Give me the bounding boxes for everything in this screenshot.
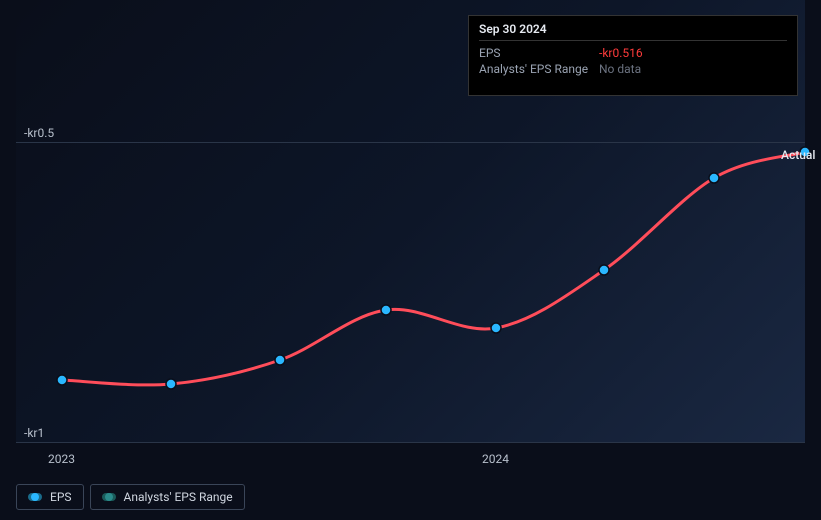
data-point[interactable] <box>57 375 67 385</box>
y-axis-label: -kr0.5 <box>24 126 54 140</box>
tooltip-row: Analysts' EPS RangeNo data <box>479 61 787 77</box>
legend-marker-icon <box>102 493 116 501</box>
legend-item[interactable]: Analysts' EPS Range <box>90 484 245 510</box>
tooltip-key: EPS <box>479 46 599 60</box>
tooltip-row: EPS-kr0.516 <box>479 45 787 61</box>
tooltip-date: Sep 30 2024 <box>479 22 787 41</box>
actual-label: Actual <box>781 148 815 162</box>
x-axis-label: 2023 <box>48 452 75 466</box>
legend-label: Analysts' EPS Range <box>124 490 233 504</box>
data-point[interactable] <box>709 173 719 183</box>
legend-item[interactable]: EPS <box>16 484 84 510</box>
eps-chart: Actual -kr0.5-kr1 Sep 30 2024 EPS-kr0.51… <box>0 0 821 520</box>
eps-line <box>62 152 805 385</box>
tooltip: Sep 30 2024 EPS-kr0.516Analysts' EPS Ran… <box>468 15 798 96</box>
legend: EPS Analysts' EPS Range <box>16 484 245 510</box>
legend-marker-icon <box>28 493 42 501</box>
tooltip-value: No data <box>599 62 641 76</box>
data-point[interactable] <box>275 355 285 365</box>
gridline <box>16 442 805 443</box>
legend-label: EPS <box>50 490 72 504</box>
tooltip-rows: EPS-kr0.516Analysts' EPS RangeNo data <box>479 45 787 77</box>
tooltip-value: -kr0.516 <box>599 46 643 60</box>
tooltip-key: Analysts' EPS Range <box>479 62 599 76</box>
data-point[interactable] <box>166 379 176 389</box>
data-point[interactable] <box>599 265 609 275</box>
x-axis-label: 2024 <box>482 452 509 466</box>
data-point[interactable] <box>381 305 391 315</box>
gridline <box>16 142 805 143</box>
data-point[interactable] <box>491 323 501 333</box>
y-axis-label: -kr1 <box>24 426 44 440</box>
